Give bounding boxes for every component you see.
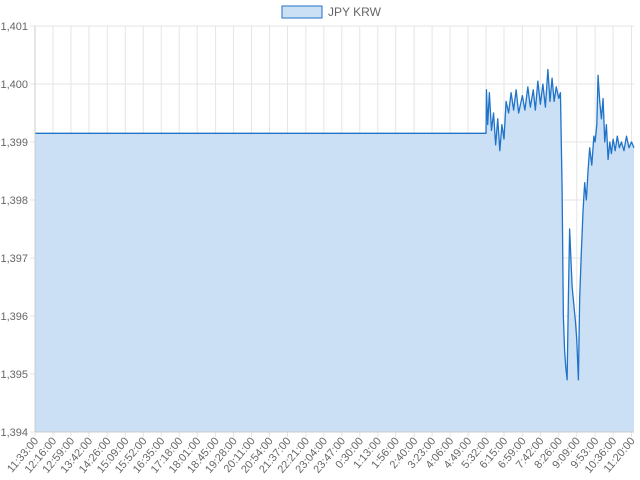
y-tick-label: 1,401 [0,21,28,33]
legend-swatch[interactable] [281,5,323,19]
legend[interactable]: JPY KRW [281,5,382,19]
y-tick-label: 1,398 [0,195,28,207]
y-tick-label: 1,397 [0,253,28,265]
y-tick-label: 1,395 [0,369,28,381]
series-area-fill [35,69,634,432]
plot-area [35,68,635,432]
y-tick-label: 1,399 [0,137,28,149]
y-tick-label: 1,400 [0,79,28,91]
series-line [35,68,635,381]
legend-label[interactable]: JPY KRW [328,5,382,19]
y-tick-label: 1,394 [0,427,28,439]
y-tick-label: 1,396 [0,311,28,323]
